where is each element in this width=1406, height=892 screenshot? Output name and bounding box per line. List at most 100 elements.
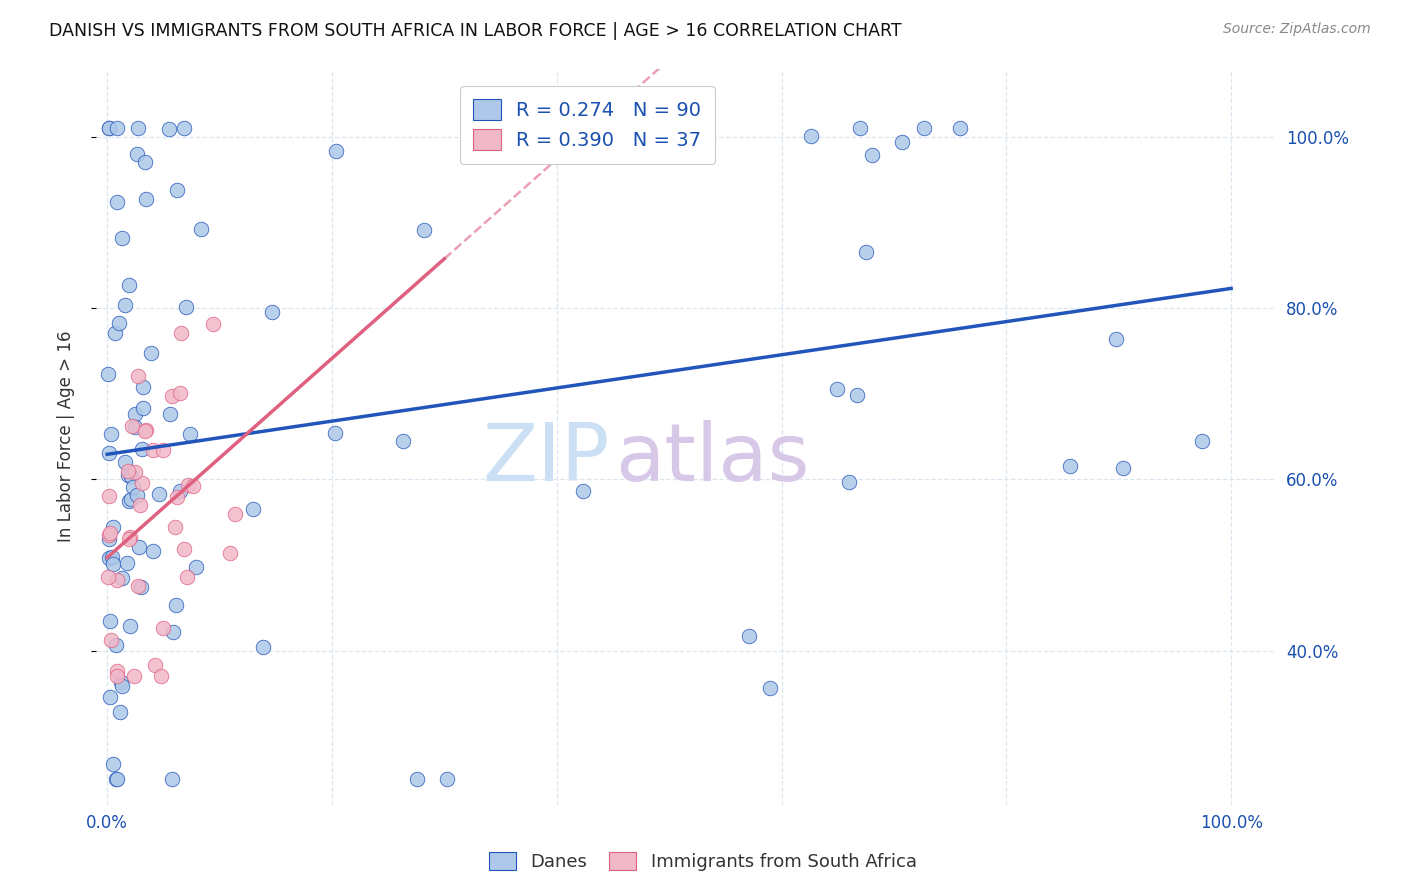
Point [128, 540, 150, 554]
Point [98, 489, 121, 503]
Point [174, 300, 197, 314]
Point [759, 681, 782, 695]
Point [827, 382, 849, 396]
Point [98, 690, 121, 704]
Y-axis label: In Labor Force | Age > 16: In Labor Force | Age > 16 [58, 331, 75, 542]
Point [129, 581, 152, 595]
Point [1191, 434, 1213, 449]
Point [1105, 332, 1128, 346]
Point [103, 558, 125, 572]
Point [838, 475, 860, 489]
Point [121, 418, 143, 433]
Point [118, 278, 141, 293]
Point [165, 598, 187, 612]
Point [111, 571, 134, 585]
Point [127, 121, 149, 136]
Point [738, 629, 761, 643]
Point [97, 527, 120, 541]
Point [190, 221, 212, 235]
Point [142, 442, 165, 457]
Point [100, 426, 122, 441]
Point [118, 530, 141, 544]
Text: ZIP: ZIP [482, 419, 609, 498]
Point [97, 121, 120, 136]
Point [105, 772, 128, 786]
Point [166, 490, 188, 504]
Point [260, 305, 283, 319]
Point [169, 484, 191, 499]
Point [131, 442, 153, 456]
Point [105, 194, 128, 209]
Point [114, 455, 136, 469]
Point [105, 574, 128, 588]
Point [127, 368, 149, 383]
Point [855, 244, 877, 259]
Point [218, 545, 240, 559]
Point [129, 498, 152, 512]
Point [169, 385, 191, 400]
Point [117, 467, 139, 482]
Point [143, 657, 166, 672]
Point [160, 389, 183, 403]
Text: DANISH VS IMMIGRANTS FROM SOUTH AFRICA IN LABOR FORCE | AGE > 16 CORRELATION CHA: DANISH VS IMMIGRANTS FROM SOUTH AFRICA I… [49, 22, 901, 40]
Point [572, 484, 595, 499]
Point [202, 317, 225, 331]
Point [120, 491, 142, 506]
Point [101, 550, 124, 565]
Point [114, 298, 136, 312]
Point [105, 669, 128, 683]
Point [115, 556, 138, 570]
Point [98, 525, 121, 540]
Point [166, 183, 188, 197]
Point [162, 625, 184, 640]
Point [125, 146, 148, 161]
Point [173, 542, 195, 557]
Point [111, 679, 134, 693]
Point [98, 446, 121, 460]
Point [103, 520, 125, 534]
Point [122, 669, 145, 683]
Point [176, 570, 198, 584]
Point [124, 419, 146, 434]
Point [97, 551, 120, 566]
Point [111, 230, 134, 244]
Point [108, 705, 131, 719]
Point [149, 669, 172, 683]
Point [135, 192, 157, 206]
Point [176, 477, 198, 491]
Point [1112, 461, 1135, 475]
Point [165, 520, 187, 534]
Point [134, 424, 156, 438]
Point [159, 408, 181, 422]
Point [152, 622, 174, 636]
Legend: R = 0.274   N = 90, R = 0.390   N = 37: R = 0.274 N = 90, R = 0.390 N = 37 [460, 86, 714, 164]
Point [325, 144, 347, 158]
Point [131, 380, 153, 394]
Point [173, 121, 195, 136]
Point [157, 122, 180, 136]
Point [105, 121, 128, 136]
Point [127, 487, 149, 501]
Point [127, 579, 149, 593]
Point [96, 367, 118, 381]
Point [135, 423, 157, 437]
Text: atlas: atlas [616, 419, 810, 498]
Point [124, 465, 146, 479]
Point [101, 757, 124, 772]
Point [104, 326, 127, 341]
Point [100, 632, 122, 647]
Point [98, 121, 121, 136]
Point [118, 532, 141, 546]
Point [170, 326, 193, 340]
Point [912, 121, 935, 136]
Point [405, 772, 427, 786]
Point [105, 664, 128, 678]
Point [98, 614, 121, 628]
Point [124, 408, 146, 422]
Point [120, 469, 142, 483]
Point [97, 570, 120, 584]
Point [131, 476, 153, 491]
Point [117, 464, 139, 478]
Point [139, 345, 162, 359]
Point [1059, 459, 1081, 474]
